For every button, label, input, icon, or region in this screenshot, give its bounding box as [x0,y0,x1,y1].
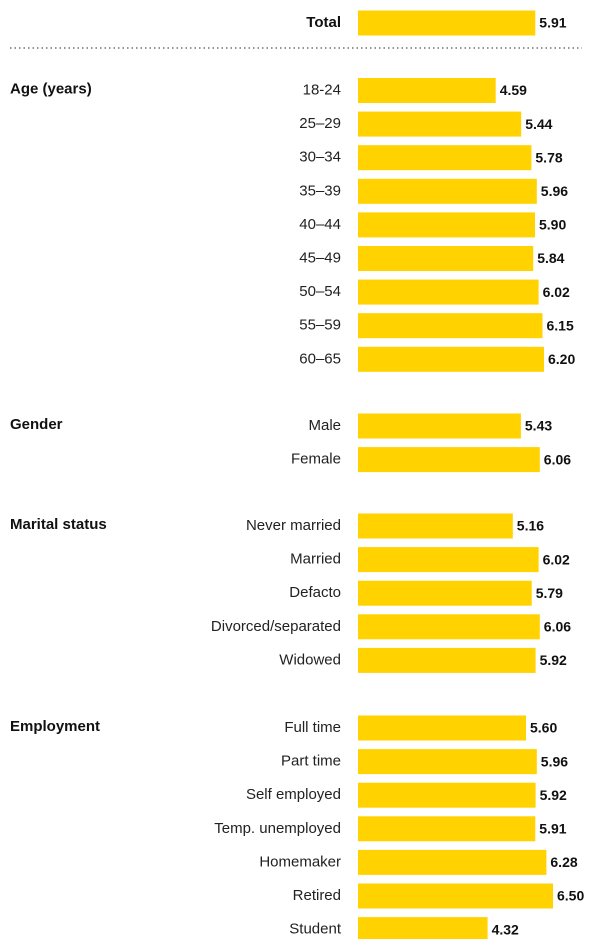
value-label: 6.50 [557,888,584,904]
category-label: Part time [281,753,341,770]
bar [358,447,540,473]
group-label: Age (years) [10,80,92,97]
value-label: 5.90 [539,217,566,233]
category-label: 35–39 [299,182,341,199]
category-label: Male [308,417,341,434]
category-label: 30–34 [299,149,341,166]
category-label: Never married [246,517,341,534]
bar [358,212,535,238]
category-label: Self employed [246,786,341,803]
bar [358,111,522,137]
group-label: Marital status [10,516,107,533]
bar [358,715,526,741]
bar [358,883,553,909]
group-label: Gender [10,416,63,433]
bar [358,178,537,204]
category-label: 55–59 [299,317,341,334]
category-label: 45–49 [299,249,341,266]
value-label: 6.20 [548,351,575,367]
bar [358,279,539,305]
value-label: 5.79 [536,585,563,601]
category-label: 18-24 [303,81,341,98]
category-label: Retired [293,887,341,904]
category-label: 60–65 [299,350,341,367]
bar [358,78,496,103]
category-label: 50–54 [299,283,341,300]
total-label: Total [306,14,341,31]
bar [358,647,536,673]
value-label: 4.59 [500,82,527,98]
value-label: 6.06 [544,619,571,635]
total-bar [358,10,536,36]
bar [358,145,532,171]
category-label: Divorced/separated [211,618,341,635]
value-label: 5.84 [537,250,564,266]
value-label: 5.44 [525,116,552,132]
value-label: 5.92 [540,787,567,803]
category-label: 40–44 [299,216,341,233]
category-label: Widowed [279,651,341,668]
value-label: 5.43 [525,418,552,434]
bar [358,313,543,339]
bar [358,917,488,939]
value-label: 6.02 [543,284,570,300]
bar [358,749,537,775]
category-label: Homemaker [259,853,341,870]
value-label: 5.78 [535,149,562,165]
value-label: 5.16 [517,518,544,534]
category-label: Full time [284,719,341,736]
bar [358,580,532,606]
bar [358,413,521,439]
bar [358,547,539,573]
value-label: 6.15 [547,317,574,333]
value-label: 5.60 [530,720,557,736]
category-label: 25–29 [299,115,341,132]
value-label: 6.06 [544,451,571,467]
category-label: Student [289,921,342,938]
value-label: 4.32 [492,921,519,937]
value-label: 5.96 [541,753,568,769]
value-label: 5.92 [540,652,567,668]
bar [358,246,534,271]
bar [358,816,536,842]
total-value-label: 5.91 [539,15,566,31]
bar [358,782,536,808]
value-label: 5.96 [541,183,568,199]
bar [358,513,513,539]
bar [358,849,547,875]
category-label: Married [290,551,341,568]
value-label: 6.28 [550,854,577,870]
bar [358,346,544,372]
category-label: Defacto [289,584,341,601]
bar [358,614,540,640]
value-label: 5.91 [539,821,566,837]
value-label: 6.02 [543,551,570,567]
group-label: Employment [10,718,100,735]
category-label: Female [291,451,341,468]
category-label: Temp. unemployed [214,820,341,837]
